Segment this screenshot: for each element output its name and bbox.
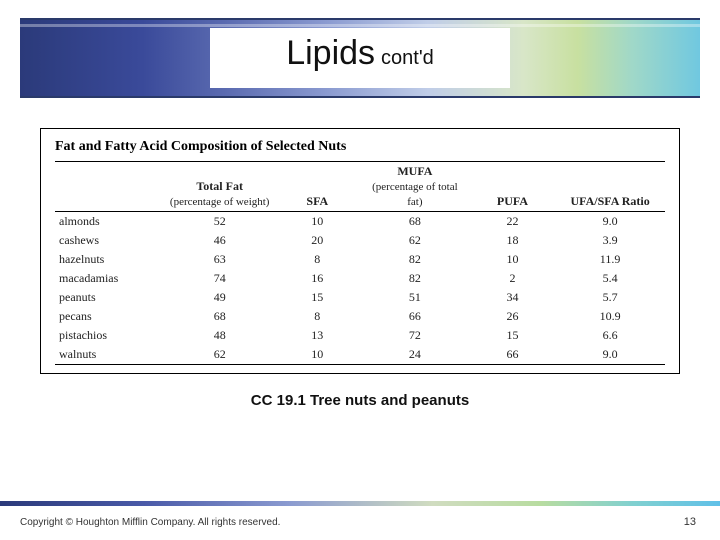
cell-sfa: 20: [275, 231, 360, 250]
cell-mufa: 51: [360, 288, 470, 307]
table-frame: Fat and Fatty Acid Composition of Select…: [40, 128, 680, 374]
cell-sfa: 16: [275, 269, 360, 288]
cell-name: pecans: [55, 307, 165, 326]
cell-sfa: 8: [275, 250, 360, 269]
col-ratio-label: UFA/SFA Ratio: [570, 194, 649, 208]
title-band: Lipids cont'd: [20, 18, 700, 98]
cell-ratio: 5.4: [555, 269, 665, 288]
cell-name: almonds: [55, 212, 165, 231]
table-row: pistachios481372156.6: [55, 326, 665, 345]
cell-pufa: 34: [470, 288, 555, 307]
cell-totalfat: 49: [165, 288, 275, 307]
cell-ratio: 11.9: [555, 250, 665, 269]
nut-table: Total Fat (percentage of weight) SFA MUF…: [55, 162, 665, 364]
cell-mufa: 82: [360, 269, 470, 288]
table-row: pecans688662610.9: [55, 307, 665, 326]
copyright-text: Copyright © Houghton Mifflin Company. Al…: [20, 517, 280, 528]
cell-sfa: 13: [275, 326, 360, 345]
cell-pufa: 2: [470, 269, 555, 288]
rule-bottom: [55, 364, 665, 365]
cell-mufa: 66: [360, 307, 470, 326]
table-row: hazelnuts638821011.9: [55, 250, 665, 269]
cell-totalfat: 52: [165, 212, 275, 231]
page-title: Lipids: [286, 34, 375, 73]
cell-totalfat: 63: [165, 250, 275, 269]
table-row: cashews462062183.9: [55, 231, 665, 250]
cell-ratio: 9.0: [555, 345, 665, 364]
cell-name: walnuts: [55, 345, 165, 364]
col-sfa: SFA: [275, 162, 360, 211]
cell-mufa: 24: [360, 345, 470, 364]
cell-totalfat: 46: [165, 231, 275, 250]
col-totalfat: Total Fat (percentage of weight): [165, 162, 275, 211]
table-body: almonds521068229.0cashews462062183.9haze…: [55, 211, 665, 364]
cell-mufa: 68: [360, 212, 470, 231]
cell-mufa: 72: [360, 326, 470, 345]
table-row: almonds521068229.0: [55, 212, 665, 231]
content-area: Fat and Fatty Acid Composition of Select…: [0, 98, 720, 540]
col-pufa: PUFA: [470, 162, 555, 211]
cell-pufa: 22: [470, 212, 555, 231]
cell-ratio: 3.9: [555, 231, 665, 250]
cell-sfa: 10: [275, 212, 360, 231]
cell-name: hazelnuts: [55, 250, 165, 269]
cell-mufa: 62: [360, 231, 470, 250]
col-mufa-label: MUFA: [397, 164, 432, 178]
cell-pufa: 15: [470, 326, 555, 345]
cell-totalfat: 62: [165, 345, 275, 364]
cell-name: cashews: [55, 231, 165, 250]
cell-sfa: 10: [275, 345, 360, 364]
cell-name: pistachios: [55, 326, 165, 345]
col-ratio: UFA/SFA Ratio: [555, 162, 665, 211]
table-title: Fat and Fatty Acid Composition of Select…: [55, 139, 665, 155]
col-totalfat-sub: (percentage of weight): [170, 196, 270, 208]
cell-name: macadamias: [55, 269, 165, 288]
cell-ratio: 10.9: [555, 307, 665, 326]
cell-ratio: 9.0: [555, 212, 665, 231]
footer-band: [0, 501, 720, 506]
cell-sfa: 15: [275, 288, 360, 307]
table-row: macadamias74168225.4: [55, 269, 665, 288]
cell-totalfat: 74: [165, 269, 275, 288]
page-number: 13: [684, 516, 696, 528]
table-row: peanuts491551345.7: [55, 288, 665, 307]
cell-ratio: 5.7: [555, 288, 665, 307]
cell-name: peanuts: [55, 288, 165, 307]
cell-totalfat: 68: [165, 307, 275, 326]
page-subtitle: cont'd: [381, 47, 434, 70]
col-totalfat-label: Total Fat: [196, 179, 243, 193]
cell-ratio: 6.6: [555, 326, 665, 345]
cell-sfa: 8: [275, 307, 360, 326]
title-box: Lipids cont'd: [210, 28, 510, 88]
cell-pufa: 66: [470, 345, 555, 364]
table-row: walnuts621024669.0: [55, 345, 665, 364]
col-blank: [55, 162, 165, 211]
col-mufa: MUFA (percentage of total fat): [360, 162, 470, 211]
cell-pufa: 10: [470, 250, 555, 269]
cell-pufa: 18: [470, 231, 555, 250]
cell-mufa: 82: [360, 250, 470, 269]
slide: Lipids cont'd Fat and Fatty Acid Composi…: [0, 0, 720, 540]
col-mid-sub: (percentage of total fat): [372, 181, 458, 208]
cell-totalfat: 48: [165, 326, 275, 345]
figure-caption: CC 19.1 Tree nuts and peanuts: [40, 392, 680, 409]
cell-pufa: 26: [470, 307, 555, 326]
